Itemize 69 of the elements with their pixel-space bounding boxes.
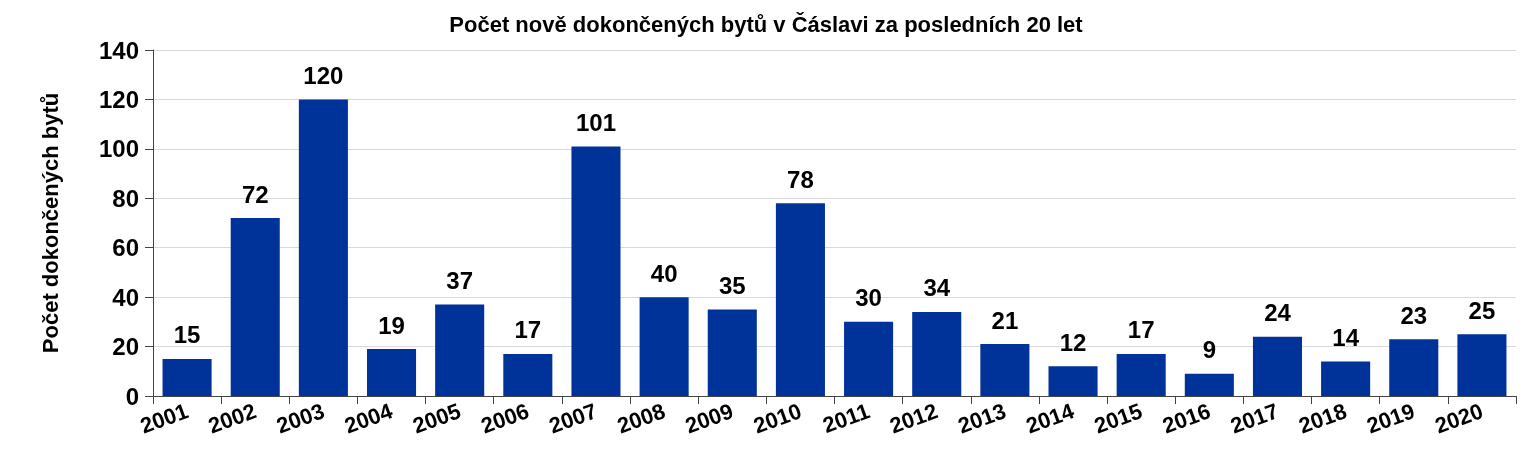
bar [1184, 373, 1234, 396]
y-tick-label: 80 [112, 184, 139, 212]
data-label: 19 [378, 311, 405, 339]
x-tick-label: 2020 [1431, 398, 1487, 439]
y-axis-title: Počet dokončených bytů [37, 92, 63, 354]
y-tick-label: 140 [98, 36, 139, 64]
data-label: 72 [241, 180, 269, 208]
data-label: 21 [991, 306, 1019, 334]
y-tick-label: 0 [125, 382, 139, 410]
bar [162, 358, 212, 396]
bar [1048, 366, 1098, 396]
x-tick-label: 2006 [477, 398, 533, 439]
bar [639, 297, 689, 396]
y-tick-label: 40 [112, 283, 139, 311]
x-tick-label: 2019 [1363, 398, 1419, 439]
x-tick-label: 2010 [750, 398, 805, 439]
bar [707, 309, 757, 396]
bar [230, 218, 280, 396]
x-tick-label: 2003 [273, 398, 328, 439]
data-label: 34 [923, 274, 951, 302]
data-label: 15 [173, 321, 201, 349]
chart-title: Počet nově dokončených bytů v Čáslavi za posledních 20 let [449, 11, 1084, 37]
bar [1321, 361, 1371, 396]
x-tick-label: 2017 [1227, 398, 1282, 439]
data-label: 40 [650, 259, 678, 287]
data-label: 101 [575, 108, 616, 136]
bar [912, 311, 962, 396]
x-tick-label: 2018 [1295, 398, 1350, 439]
x-tick-label: 2012 [886, 398, 941, 439]
bar [844, 321, 894, 396]
bar [1252, 336, 1303, 396]
data-label: 24 [1264, 299, 1292, 327]
x-tick-label: 2014 [1022, 398, 1079, 439]
data-label: 37 [446, 267, 474, 295]
data-label: 14 [1332, 323, 1360, 351]
bar [980, 344, 1030, 396]
x-tick-label: 2016 [1159, 398, 1214, 439]
data-label: 25 [1468, 296, 1496, 324]
x-tick-label: 2007 [545, 398, 601, 439]
bar [1389, 339, 1439, 396]
x-tick-label: 2004 [341, 398, 397, 439]
bar [1457, 334, 1507, 396]
data-label: 12 [1059, 328, 1087, 356]
x-tick-label: 2008 [613, 398, 669, 439]
data-label: 78 [787, 165, 814, 193]
bar [298, 99, 348, 396]
bar [435, 304, 485, 396]
data-label: 120 [303, 61, 344, 89]
data-label: 23 [1400, 301, 1428, 329]
x-tick-label: 2002 [204, 398, 260, 439]
data-label: 17 [514, 316, 542, 344]
bar [775, 203, 825, 396]
x-tick-label: 2015 [1090, 398, 1146, 439]
bar [366, 349, 417, 396]
y-tick-label: 20 [112, 333, 139, 361]
x-tick-label: 2013 [954, 398, 1010, 439]
bar [503, 353, 553, 396]
y-tick-label: 120 [98, 85, 139, 113]
y-tick-label: 60 [112, 234, 139, 262]
data-label: 30 [855, 284, 882, 312]
data-label: 35 [718, 272, 746, 299]
x-tick-label: 2005 [409, 398, 464, 439]
bar [1116, 353, 1166, 396]
y-tick-label: 100 [98, 135, 139, 163]
x-tick-label: 2011 [819, 398, 873, 439]
data-label: 17 [1127, 316, 1155, 344]
x-tick-label: 2009 [682, 398, 737, 439]
bar [571, 146, 621, 396]
data-label: 9 [1202, 336, 1216, 364]
